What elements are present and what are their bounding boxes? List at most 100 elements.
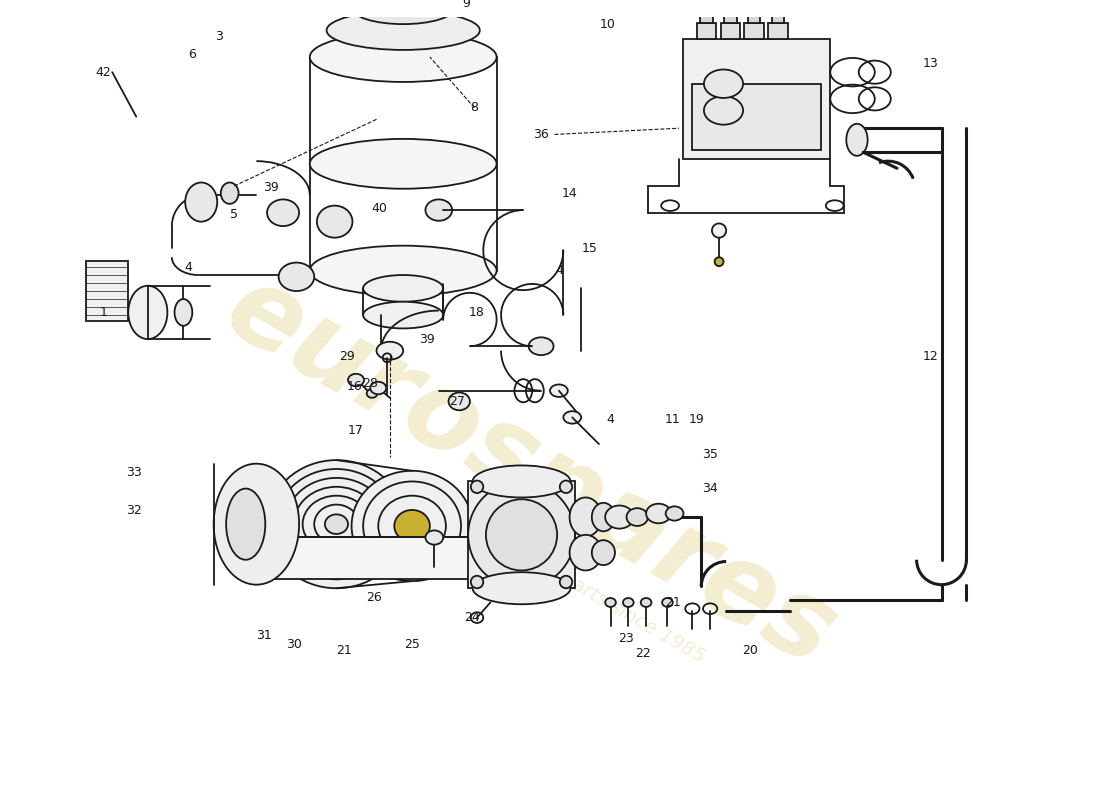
Bar xyxy=(725,12,737,23)
Ellipse shape xyxy=(570,498,602,537)
Text: 15: 15 xyxy=(582,242,598,255)
Ellipse shape xyxy=(175,299,192,326)
Text: 40: 40 xyxy=(371,202,387,215)
Text: 10: 10 xyxy=(600,18,616,30)
Text: 30: 30 xyxy=(286,638,301,650)
Ellipse shape xyxy=(267,460,406,588)
Ellipse shape xyxy=(592,540,615,565)
Text: 35: 35 xyxy=(702,448,718,462)
Text: 5: 5 xyxy=(230,208,238,221)
Text: 11: 11 xyxy=(664,413,681,426)
Text: 34: 34 xyxy=(702,482,718,495)
Ellipse shape xyxy=(560,481,572,493)
Ellipse shape xyxy=(227,489,265,560)
Text: 26: 26 xyxy=(366,590,382,604)
Bar xyxy=(469,482,575,588)
Ellipse shape xyxy=(267,199,299,226)
Ellipse shape xyxy=(646,504,671,523)
Ellipse shape xyxy=(352,470,473,581)
Text: 18: 18 xyxy=(469,306,485,319)
Ellipse shape xyxy=(623,598,634,607)
Text: 12: 12 xyxy=(923,350,938,363)
Ellipse shape xyxy=(662,598,673,607)
Text: 32: 32 xyxy=(125,504,142,518)
Ellipse shape xyxy=(310,139,496,189)
Ellipse shape xyxy=(363,302,443,329)
Ellipse shape xyxy=(363,275,443,302)
Text: 4: 4 xyxy=(184,262,191,274)
Bar xyxy=(701,12,713,23)
Ellipse shape xyxy=(373,0,433,2)
Text: 24: 24 xyxy=(464,611,480,624)
Text: 33: 33 xyxy=(125,466,142,479)
Bar xyxy=(768,23,788,39)
Text: 13: 13 xyxy=(923,57,938,70)
Ellipse shape xyxy=(213,464,299,585)
Bar xyxy=(270,537,487,579)
Bar xyxy=(696,23,716,39)
Ellipse shape xyxy=(550,385,568,397)
Text: 19: 19 xyxy=(689,413,705,426)
Ellipse shape xyxy=(473,572,571,604)
Ellipse shape xyxy=(704,96,744,125)
Ellipse shape xyxy=(846,124,868,156)
Ellipse shape xyxy=(560,576,572,588)
Bar xyxy=(771,12,784,23)
Bar xyxy=(692,85,822,150)
Ellipse shape xyxy=(310,32,496,82)
Ellipse shape xyxy=(371,382,386,394)
Ellipse shape xyxy=(324,514,348,534)
Ellipse shape xyxy=(469,482,575,588)
Ellipse shape xyxy=(185,182,217,222)
Ellipse shape xyxy=(712,223,726,238)
Text: 27: 27 xyxy=(449,395,464,408)
Text: 9: 9 xyxy=(462,0,471,10)
Text: 22: 22 xyxy=(636,646,651,660)
Ellipse shape xyxy=(529,338,553,355)
Ellipse shape xyxy=(376,342,404,359)
Ellipse shape xyxy=(605,598,616,607)
Ellipse shape xyxy=(715,258,724,266)
Ellipse shape xyxy=(563,411,581,424)
Ellipse shape xyxy=(317,206,352,238)
Text: 21: 21 xyxy=(336,644,351,657)
Ellipse shape xyxy=(486,499,557,570)
Text: 17: 17 xyxy=(348,424,364,438)
Text: 23: 23 xyxy=(618,631,634,645)
Bar xyxy=(683,39,830,159)
Ellipse shape xyxy=(426,199,452,221)
Text: 39: 39 xyxy=(263,182,278,194)
Ellipse shape xyxy=(366,389,377,398)
Text: 16: 16 xyxy=(346,380,362,393)
Ellipse shape xyxy=(627,508,648,526)
Ellipse shape xyxy=(348,374,364,386)
Ellipse shape xyxy=(471,576,483,588)
Ellipse shape xyxy=(592,503,615,531)
Text: 4: 4 xyxy=(556,264,563,277)
Ellipse shape xyxy=(394,510,430,542)
Ellipse shape xyxy=(605,506,634,529)
Bar xyxy=(86,261,129,322)
Ellipse shape xyxy=(473,466,571,498)
Text: 31: 31 xyxy=(255,629,272,642)
Text: 42: 42 xyxy=(96,66,111,78)
Text: 28: 28 xyxy=(362,377,378,390)
Text: 25: 25 xyxy=(404,638,420,650)
Ellipse shape xyxy=(426,530,443,545)
Ellipse shape xyxy=(221,182,239,204)
Ellipse shape xyxy=(310,246,496,295)
Text: 3: 3 xyxy=(216,30,223,43)
Text: eurospares: eurospares xyxy=(207,254,854,688)
Bar xyxy=(720,23,740,39)
Bar xyxy=(748,12,760,23)
Ellipse shape xyxy=(449,393,470,410)
Ellipse shape xyxy=(278,262,315,291)
Ellipse shape xyxy=(352,0,454,24)
Text: 39: 39 xyxy=(419,333,436,346)
Text: 4: 4 xyxy=(606,413,615,426)
Ellipse shape xyxy=(666,506,683,521)
Text: 29: 29 xyxy=(339,350,355,363)
Text: 14: 14 xyxy=(562,186,578,200)
Text: 20: 20 xyxy=(742,644,758,657)
Text: a authority for parts since 1985: a authority for parts since 1985 xyxy=(431,495,708,666)
